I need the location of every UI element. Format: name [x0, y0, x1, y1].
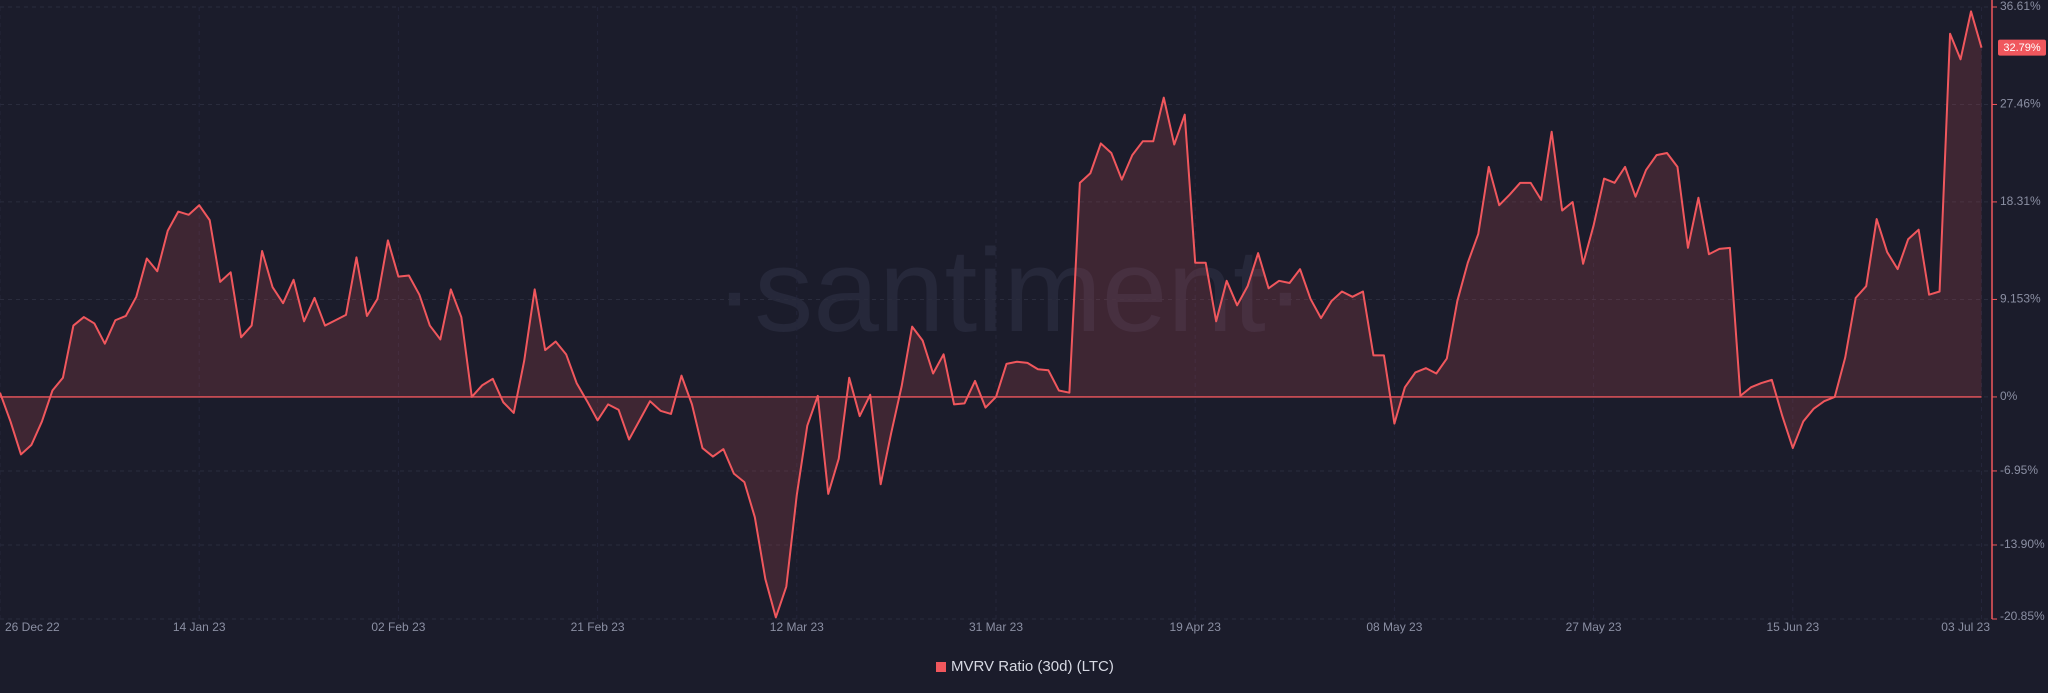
current-value-badge	[1998, 39, 2046, 56]
x-tick-label: 21 Feb 23	[571, 620, 625, 634]
x-tick-label: 14 Jan 23	[173, 620, 226, 634]
y-tick-label: -20.85%	[2000, 609, 2045, 623]
x-tick-label: 03 Jul 23	[1941, 620, 1990, 634]
line	[0, 10, 1983, 619]
y-tick-label: -6.95%	[2000, 463, 2038, 477]
legend-swatch	[936, 662, 946, 672]
watermark: ·santiment·	[715, 225, 1305, 357]
y-tick-label: 27.46%	[2000, 97, 2041, 111]
y-tick-label: -13.90%	[2000, 537, 2045, 551]
x-tick-label: 27 May 23	[1566, 620, 1622, 634]
x-tick-label: 19 Apr 23	[1170, 620, 1222, 634]
x-tick-label: 26 Dec 22	[5, 620, 60, 634]
x-tick-label: 15 Jun 23	[1766, 620, 1819, 634]
x-tick-label: 08 May 23	[1366, 620, 1422, 634]
y-tick-label: 9.153%	[2000, 292, 2041, 306]
y-tick-label: 36.61%	[2000, 0, 2041, 13]
x-tick-label: 02 Feb 23	[371, 620, 425, 634]
x-tick-label: 12 Mar 23	[770, 620, 824, 634]
x-tick-label: 31 Mar 23	[969, 620, 1023, 634]
area	[0, 11, 1982, 618]
y-tick-label: 18.31%	[2000, 194, 2041, 208]
legend-label: MVRV Ratio (30d) (LTC)	[951, 658, 1114, 675]
y-tick-label: 0%	[2000, 389, 2018, 403]
current-value-label: 32.79%	[2003, 42, 2041, 54]
